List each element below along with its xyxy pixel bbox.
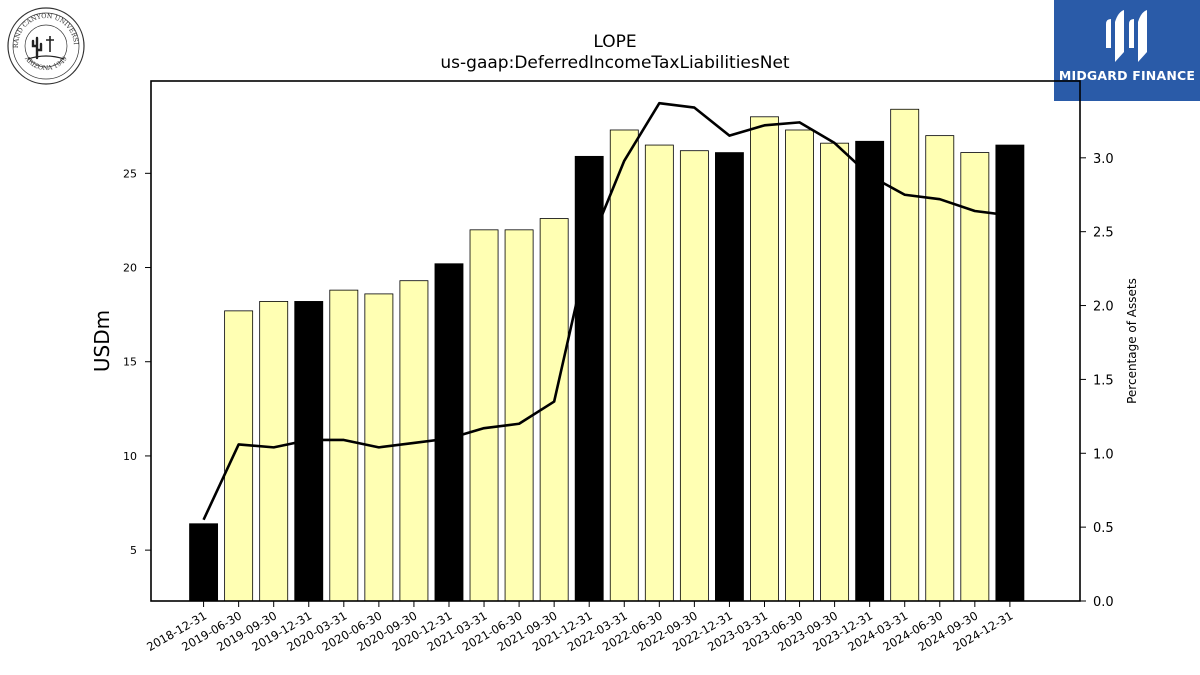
y2-tick-label: 2.5: [1093, 226, 1114, 241]
bar: [679, 150, 709, 602]
bar: [259, 301, 289, 602]
midgard-m-icon: [1106, 10, 1147, 62]
bar: [890, 108, 920, 602]
bar: [925, 135, 955, 602]
bar: [504, 229, 534, 602]
y2-axis-label: Percentage of Assets: [1125, 278, 1139, 404]
bar: [855, 140, 885, 602]
y2-tick-label: 1.0: [1093, 447, 1114, 462]
y-tick-label: 10: [123, 450, 137, 463]
bar: [750, 116, 779, 602]
bar: [539, 218, 569, 602]
bar: [820, 142, 850, 602]
y-tick-label: 15: [123, 356, 137, 369]
midgard-finance-wordmark: MIDGARD FINANCE: [1058, 68, 1196, 83]
y-tick-label: 25: [123, 167, 137, 180]
bar: [995, 144, 1025, 602]
university-seal-logo: GRAND CANYON UNIVERSITY ARIZONA 1949: [3, 0, 86, 86]
chart-subtitle: us-gaap:DeferredIncomeTaxLiabilitiesNet: [440, 53, 790, 73]
bar: [189, 523, 219, 602]
y2-tick-label: 2.0: [1093, 300, 1114, 315]
y2-tick-label: 0.0: [1093, 595, 1114, 610]
chart-title: LOPE: [593, 32, 637, 52]
bar: [609, 129, 639, 602]
y2-tick-label: 1.5: [1093, 373, 1114, 388]
y-tick-label: 20: [123, 262, 137, 275]
bar: [715, 152, 744, 602]
bar: [469, 229, 499, 602]
y-tick-label: 5: [130, 544, 137, 557]
bar: [785, 129, 814, 602]
y2-tick-label: 3.0: [1093, 152, 1114, 167]
bar: [294, 301, 324, 602]
midgard-finance-logo: MIDGARD FINANCE: [1054, 0, 1200, 101]
percentage-line: [202, 101, 1011, 521]
y2-tick-label: 0.5: [1093, 521, 1114, 536]
bar: [960, 152, 990, 602]
bar: [329, 289, 359, 602]
plot-frame: [150, 80, 1081, 602]
bar: [574, 155, 604, 602]
bar: [434, 263, 464, 602]
y-axis-label: USDm: [90, 310, 114, 372]
bar: [644, 144, 674, 602]
bar: [224, 310, 254, 602]
